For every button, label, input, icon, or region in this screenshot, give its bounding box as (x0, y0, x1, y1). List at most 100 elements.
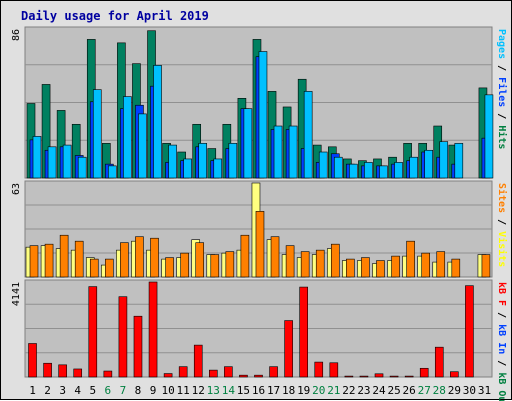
bar-pages-day-5 (92, 89, 102, 179)
bar-pages-day-28 (439, 141, 449, 179)
bar-pages-day-1 (32, 136, 42, 179)
bar-pages-day-31 (484, 94, 494, 179)
bar-sites-day-17 (270, 236, 280, 278)
bar-sites-day-7 (120, 242, 129, 278)
bar-kb-f-day-12 (193, 344, 203, 378)
x-tick-label-day-9: 9 (150, 384, 157, 397)
x-tick-label-day-16: 16 (252, 384, 265, 397)
bar-sites-day-3 (59, 234, 69, 278)
bar-kb-f-day-19 (299, 286, 308, 378)
legend-part: / (496, 107, 507, 125)
y-max-label-3: 4141 (11, 282, 22, 306)
chart-title: Daily usage for April 2019 (21, 9, 209, 23)
x-tick-label-day-3: 3 (59, 384, 66, 397)
x-tick-label-day-23: 23 (357, 384, 370, 397)
bar-pages-day-6 (108, 165, 117, 179)
x-tick-label-day-10: 10 (161, 384, 174, 397)
bar-kb-f-day-10 (163, 373, 173, 378)
bar-pages-day-9 (153, 65, 162, 179)
legend-part: Visits (496, 231, 508, 267)
bar-kb-f-day-3 (58, 364, 67, 378)
x-tick-label-day-31: 31 (478, 384, 491, 397)
bar-pages-day-14 (228, 143, 238, 179)
bar-kb-f-day-8 (133, 315, 143, 378)
bar-pages-day-24 (379, 165, 388, 179)
bar-sites-day-25 (391, 255, 400, 278)
bar-pages-day-3 (62, 144, 72, 179)
bar-sites-day-2 (44, 243, 54, 278)
bar-kb-f-day-9 (148, 281, 158, 378)
x-tick-label-day-4: 4 (74, 384, 81, 397)
bar-sites-day-5 (89, 258, 99, 278)
bar-sites-day-14 (225, 251, 235, 278)
bar-sites-day-24 (376, 260, 385, 278)
x-tick-label-day-6: 6 (105, 384, 112, 397)
bar-pages-day-7 (123, 96, 132, 179)
bar-sites-day-1 (29, 245, 39, 278)
bar-sites-day-4 (74, 240, 84, 278)
x-tick-label-day-1: 1 (29, 384, 36, 397)
bar-sites-day-23 (361, 257, 370, 278)
bar-kb-f-day-24 (374, 373, 384, 378)
x-tick-label-day-30: 30 (463, 384, 476, 397)
legend-part: Files (496, 77, 508, 107)
bar-sites-day-16 (255, 211, 265, 278)
bar-pages-day-17 (273, 125, 283, 179)
x-tick-label-day-28: 28 (433, 384, 446, 397)
bar-sites-day-18 (285, 245, 295, 278)
bar-pages-day-25 (394, 162, 403, 179)
x-tick-label-day-22: 22 (342, 384, 355, 397)
bar-sites-day-6 (105, 258, 114, 278)
bar-pages-day-12 (198, 143, 208, 179)
y-max-label-1: 86 (11, 29, 22, 41)
bar-kb-f-day-26 (404, 375, 414, 378)
bar-pages-day-23 (364, 162, 373, 179)
bar-sites-day-27 (421, 252, 430, 278)
bar-sites-day-19 (300, 251, 310, 278)
bar-pages-day-18 (288, 125, 298, 179)
bar-sites-day-15 (240, 234, 250, 278)
bar-pages-day-2 (47, 146, 57, 179)
legend-part: kB In (496, 324, 507, 354)
bar-sites-day-9 (150, 237, 159, 278)
legend-part: kB F (496, 282, 507, 306)
bar-kb-f-day-11 (178, 366, 188, 378)
bar-kb-f-day-5 (88, 286, 98, 378)
bar-kb-f-day-17 (269, 366, 278, 378)
x-tick-label-day-21: 21 (327, 384, 340, 397)
bar-sites-day-12 (195, 242, 205, 278)
legend-part: Hits (496, 125, 508, 149)
bar-kb-f-day-15 (239, 374, 248, 378)
bar-kb-f-day-23 (359, 375, 369, 378)
bar-kb-f-day-22 (344, 375, 354, 378)
bar-pages-day-11 (183, 158, 192, 179)
legend-1: Pages / Files / Hits (496, 29, 508, 149)
bar-pages-day-19 (303, 91, 313, 179)
bar-sites-day-10 (165, 257, 174, 278)
bar-kb-f-day-16 (254, 374, 263, 378)
x-tick-label-day-13: 13 (207, 384, 220, 397)
bar-kb-f-day-14 (224, 366, 233, 378)
x-tick-label-day-11: 11 (177, 384, 190, 397)
x-tick-label-day-5: 5 (89, 384, 96, 397)
legend-part: Pages (496, 29, 507, 59)
legend-part: / (496, 354, 507, 372)
x-tick-label-day-2: 2 (44, 384, 51, 397)
bar-pages-day-4 (77, 156, 87, 179)
x-tick-label-day-29: 29 (448, 384, 461, 397)
legend-2: Sites / Visits (496, 183, 508, 267)
legend-part: kB Out (496, 372, 507, 401)
bar-sites-day-28 (436, 251, 446, 278)
bar-sites-day-29 (451, 258, 461, 278)
bar-kb-f-day-13 (209, 369, 218, 378)
bar-sites-day-8 (135, 236, 144, 278)
bar-sites-day-20 (315, 249, 325, 278)
legend-part: / (496, 306, 507, 324)
legend-part: / (496, 213, 507, 231)
bar-kb-f-day-6 (103, 370, 113, 378)
bar-sites-day-26 (406, 240, 415, 278)
x-tick-label-day-17: 17 (267, 384, 280, 397)
bar-kb-f-day-4 (73, 368, 83, 378)
